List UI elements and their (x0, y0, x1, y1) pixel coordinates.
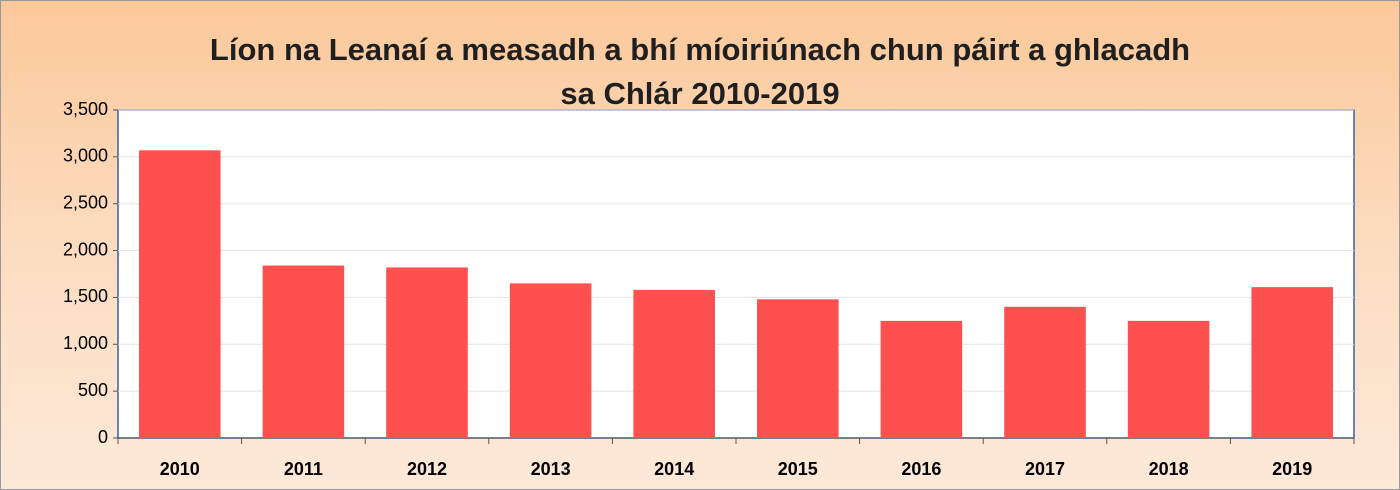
y-tick-label: 500 (78, 380, 108, 400)
x-tick-label: 2016 (901, 459, 941, 479)
y-tick-label: 3,000 (63, 146, 108, 166)
y-tick-label: 2,500 (63, 192, 108, 212)
y-tick-label: 1,500 (63, 286, 108, 306)
x-tick-label: 2018 (1149, 459, 1189, 479)
y-tick-label: 2,000 (63, 239, 108, 259)
y-tick-label: 3,500 (63, 99, 108, 119)
chart-title: Líon na Leanaí a measadh a bhí míoiriúna… (209, 32, 1191, 111)
bar (633, 289, 715, 438)
y-tick-label: 1,000 (63, 333, 108, 353)
bar (880, 320, 963, 438)
x-tick-label: 2010 (160, 459, 200, 479)
x-tick-label: 2014 (654, 459, 694, 479)
x-tick-label: 2019 (1272, 459, 1312, 479)
bar (386, 267, 468, 438)
bar (1004, 306, 1086, 438)
bar (1127, 320, 1210, 438)
bar (757, 299, 839, 438)
x-tick-label: 2013 (531, 459, 571, 479)
x-tick-label: 2012 (407, 459, 447, 479)
bar (262, 265, 345, 438)
x-tick-label: 2015 (778, 459, 818, 479)
y-tick-label: 0 (98, 427, 108, 447)
bar (509, 283, 592, 438)
bar (139, 150, 221, 438)
x-tick-label: 2011 (284, 459, 323, 479)
x-tick-label: 2017 (1025, 459, 1065, 479)
bar (1251, 287, 1333, 438)
